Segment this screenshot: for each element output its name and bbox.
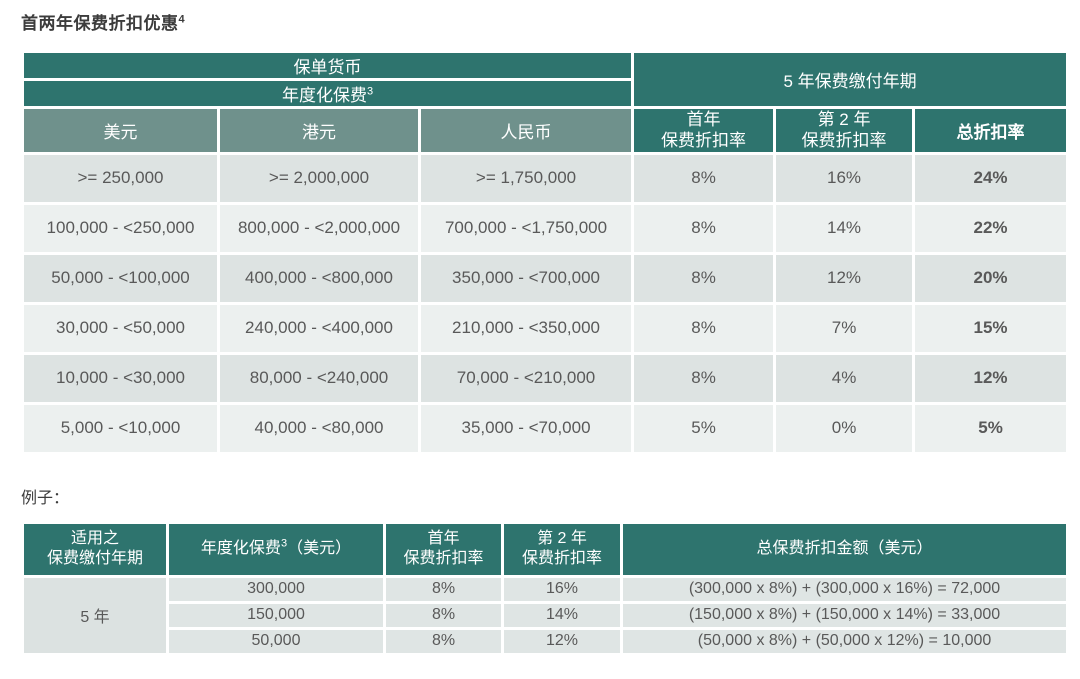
cell-usd: 100,000 - <250,000 (21, 201, 220, 255)
cell-rmb: 210,000 - <350,000 (417, 301, 635, 355)
example-row-2: 150,000 8% 14% (150,000 x 8%) + (150,000… (23, 600, 1069, 630)
premium-discount-table: 保单货币 5 年保费缴付年期 年度化保费3 美元 港元 人民币 首年 保费折扣率… (20, 50, 1070, 455)
cell-rmb: 35,000 - <70,000 (417, 401, 635, 455)
example-row-1: 5 年 300,000 8% 16% (300,000 x 8%) + (300… (21, 574, 1069, 656)
cell-total-rate: 24% (912, 151, 1070, 205)
header-total-discount-amount: 总保费折扣金额（美元） (620, 520, 1069, 578)
discount-row-1: >= 250,000 >= 2,000,000 >= 1,750,000 8% … (21, 151, 1070, 205)
cell-rmb: 70,000 - <210,000 (417, 351, 635, 405)
cell-total-rate: 15% (912, 301, 1070, 355)
header-second-year-discount: 第 2 年 保费折扣率 (773, 106, 916, 155)
header-row-columns: 美元 港元 人民币 首年 保费折扣率 第 2 年 保费折扣率 总折扣率 (21, 106, 1070, 155)
discount-row-5: 10,000 - <30,000 80,000 - <240,000 70,00… (21, 351, 1070, 405)
cell-year1-rate: 8% (631, 251, 777, 305)
annualized-premium-label: 年度化保费 (281, 86, 367, 105)
header-first-year-discount: 首年 保费折扣率 (631, 106, 777, 155)
cell-rmb: 700,000 - <1,750,000 (417, 201, 635, 255)
header-first-year-discount: 首年 保费折扣率 (383, 520, 504, 578)
cell-year1-rate: 8% (631, 351, 777, 405)
cell-year1-rate: 5% (631, 401, 777, 455)
cell-year2-rate: 16% (773, 151, 916, 205)
cell-hkd: >= 2,000,000 (217, 151, 421, 205)
cell-discount-calculation: (300,000 x 8%) + (300,000 x 16%) = 72,00… (620, 574, 1069, 604)
header-payment-term: 5 年保费缴付年期 (631, 50, 1070, 109)
cell-premium: 50,000 (166, 626, 386, 656)
example-label: 例子： (21, 489, 70, 507)
cell-usd: >= 250,000 (21, 151, 220, 205)
page-title: 首两年保费折扣优惠4 (21, 9, 1066, 34)
page-title-text: 首两年保费折扣优惠 (21, 14, 179, 33)
header-currency-hkd: 港元 (217, 106, 421, 155)
page-title-footnote-marker: 4 (178, 13, 186, 26)
cell-hkd: 800,000 - <2,000,000 (217, 201, 421, 255)
premium-currency-suffix: （美元） (287, 540, 352, 557)
header-policy-currency: 保单货币 (20, 50, 635, 81)
header-annualized-premium-usd: 年度化保费3（美元） (166, 520, 386, 578)
cell-hkd: 80,000 - <240,000 (217, 351, 421, 405)
cell-year1-rate: 8% (383, 626, 504, 656)
cell-year1-rate: 8% (631, 151, 777, 205)
cell-discount-calculation: (150,000 x 8%) + (150,000 x 14%) = 33,00… (620, 600, 1069, 630)
header-annualized-premium: 年度化保费3 (20, 78, 635, 109)
example-header-row: 适用之 保费缴付年期 年度化保费3（美元） 首年 保费折扣率 第 2 年 保费折… (21, 520, 1069, 578)
cell-year2-rate: 14% (773, 201, 916, 255)
cell-total-rate: 12% (912, 351, 1070, 405)
cell-year2-rate: 4% (773, 351, 916, 405)
cell-rmb: 350,000 - <700,000 (417, 251, 635, 305)
cell-year2-rate: 7% (773, 301, 916, 355)
cell-year2-rate: 12% (501, 626, 623, 656)
cell-payment-term: 5 年 (21, 574, 169, 656)
cell-year1-rate: 8% (631, 201, 777, 255)
cell-total-rate: 22% (912, 201, 1070, 255)
header-currency-rmb: 人民币 (417, 106, 635, 155)
discount-row-3: 50,000 - <100,000 400,000 - <800,000 350… (21, 251, 1070, 305)
cell-premium: 150,000 (166, 600, 386, 630)
header-total-discount: 总折扣率 (912, 106, 1070, 155)
annualized-premium-footnote-marker: 3 (366, 85, 374, 98)
cell-year2-rate: 12% (773, 251, 916, 305)
cell-year2-rate: 0% (773, 401, 916, 455)
cell-usd: 10,000 - <30,000 (21, 351, 220, 405)
cell-year1-rate: 8% (383, 600, 504, 630)
cell-hkd: 40,000 - <80,000 (217, 401, 421, 455)
cell-hkd: 240,000 - <400,000 (217, 301, 421, 355)
header-row-policy-currency: 保单货币 5 年保费缴付年期 (20, 50, 1070, 109)
cell-year1-rate: 8% (383, 574, 504, 604)
cell-hkd: 400,000 - <800,000 (217, 251, 421, 305)
header-applicable-term: 适用之 保费缴付年期 (21, 520, 169, 578)
discount-row-6: 5,000 - <10,000 40,000 - <80,000 35,000 … (21, 401, 1070, 455)
cell-usd: 30,000 - <50,000 (21, 301, 220, 355)
discount-row-2: 100,000 - <250,000 800,000 - <2,000,000 … (21, 201, 1070, 255)
cell-usd: 50,000 - <100,000 (21, 251, 220, 305)
discount-row-4: 30,000 - <50,000 240,000 - <400,000 210,… (21, 301, 1070, 355)
example-row-3: 50,000 8% 12% (50,000 x 8%) + (50,000 x … (23, 626, 1069, 656)
header-row-annualized-premium: 年度化保费3 (20, 78, 1068, 109)
cell-year1-rate: 8% (631, 301, 777, 355)
cell-premium: 300,000 (166, 574, 386, 604)
cell-total-rate: 20% (912, 251, 1070, 305)
header-second-year-discount: 第 2 年 保费折扣率 (501, 520, 623, 578)
cell-total-rate: 5% (912, 401, 1070, 455)
cell-rmb: >= 1,750,000 (417, 151, 635, 205)
cell-year2-rate: 16% (501, 574, 623, 604)
example-table: 适用之 保费缴付年期 年度化保费3（美元） 首年 保费折扣率 第 2 年 保费折… (21, 520, 1069, 656)
header-currency-usd: 美元 (21, 106, 220, 155)
cell-year2-rate: 14% (501, 600, 623, 630)
premium-footnote-marker: 3 (280, 537, 288, 550)
cell-usd: 5,000 - <10,000 (21, 401, 220, 455)
document-page: 首两年保费折扣优惠4 保单货币 5 年保费缴付年期 年度化保费3 美元 港元 人… (20, 9, 1070, 656)
cell-discount-calculation: (50,000 x 8%) + (50,000 x 12%) = 10,000 (620, 626, 1069, 656)
premium-label: 年度化保费 (200, 540, 281, 557)
